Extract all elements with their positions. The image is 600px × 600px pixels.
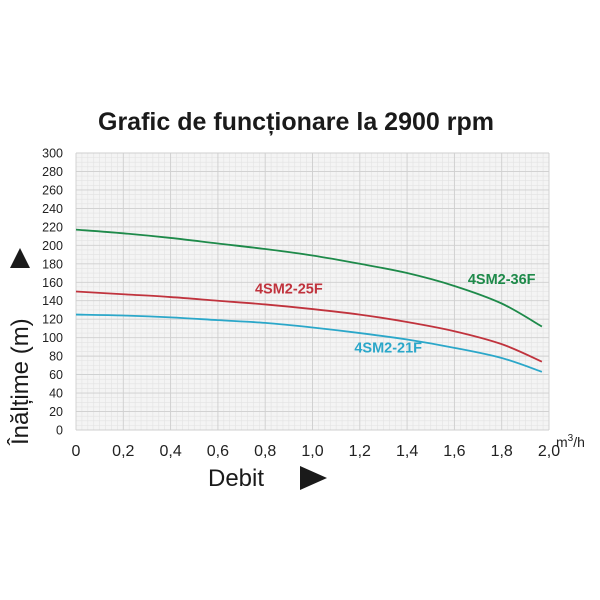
series-label-4sm2-25f: 4SM2-25F bbox=[255, 281, 323, 297]
y-axis-label: Înălțime (m) bbox=[7, 318, 34, 446]
x-tick-label: 0,2 bbox=[112, 443, 134, 460]
y-tick-label: 120 bbox=[42, 313, 63, 327]
chart-title: Grafic de funcționare la 2900 rpm bbox=[98, 108, 494, 136]
x-axis-ticks: 0 0,2 0,4 0,6 0,8 1,0 1,2 1,4 1,6 1,8 2,0 bbox=[72, 443, 561, 460]
y-tick-label: 100 bbox=[42, 331, 63, 345]
x-tick-label: 0 bbox=[72, 443, 81, 460]
x-tick-label: 1,0 bbox=[301, 443, 323, 460]
x-tick-label: 1,8 bbox=[491, 443, 513, 460]
x-axis-arrow-icon bbox=[300, 466, 327, 490]
x-tick-label: 2,0 bbox=[538, 443, 560, 460]
y-tick-label: 260 bbox=[42, 183, 63, 197]
y-tick-label: 160 bbox=[42, 276, 63, 290]
x-tick-label: 0,6 bbox=[207, 443, 229, 460]
x-tick-label: 0,8 bbox=[254, 443, 276, 460]
series-labels: 4SM2-36F 4SM2-25F 4SM2-21F bbox=[255, 272, 536, 356]
y-tick-label: 180 bbox=[42, 257, 63, 271]
x-tick-label: 1,2 bbox=[349, 443, 371, 460]
y-tick-label: 60 bbox=[49, 368, 63, 382]
x-tick-label: 1,4 bbox=[396, 443, 418, 460]
series-line-4sm2-21f bbox=[75, 313, 543, 373]
y-axis-arrow-icon bbox=[10, 248, 30, 268]
x-tick-label: 1,6 bbox=[443, 443, 465, 460]
y-tick-label: 300 bbox=[42, 147, 63, 161]
y-tick-label: 280 bbox=[42, 165, 63, 179]
grid-major bbox=[75, 152, 550, 431]
y-tick-label: 140 bbox=[42, 294, 63, 308]
y-tick-label: 220 bbox=[42, 220, 63, 234]
series-label-4sm2-21f: 4SM2-21F bbox=[354, 340, 422, 356]
series-label-4sm2-36f: 4SM2-36F bbox=[468, 272, 536, 288]
y-tick-label: 240 bbox=[42, 202, 63, 216]
series-line-4sm2-25f bbox=[75, 290, 543, 363]
x-axis-unit: m3/h bbox=[556, 433, 585, 450]
y-axis-ticks: 0 20 40 60 80 100 120 140 160 180 200 220 240 260 280 3… bbox=[42, 147, 63, 438]
series-lines bbox=[75, 228, 543, 373]
x-tick-label: 0,4 bbox=[159, 443, 181, 460]
x-axis-label: Debit bbox=[208, 465, 264, 492]
y-tick-label: 200 bbox=[42, 239, 63, 253]
y-tick-label: 20 bbox=[49, 405, 63, 419]
y-tick-label: 40 bbox=[49, 387, 63, 401]
y-tick-label: 0 bbox=[56, 424, 63, 438]
series-line-4sm2-36f bbox=[75, 228, 543, 328]
y-tick-label: 80 bbox=[49, 350, 63, 364]
